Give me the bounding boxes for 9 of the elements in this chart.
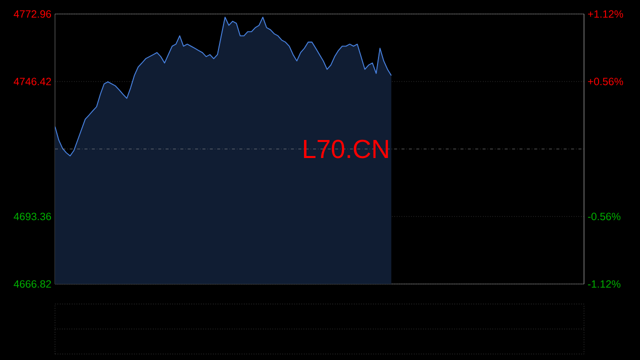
y-tick-label: 4772.96 <box>14 10 52 18</box>
y2-tick-label: -0.56% <box>588 212 620 220</box>
y2-tick-label: +0.56% <box>588 78 624 86</box>
y-tick-label: 4693.36 <box>14 212 52 220</box>
y-tick-label: 4666.82 <box>14 280 51 288</box>
y-tick-label: 4746.42 <box>14 78 51 86</box>
annotation: L70.CN <box>304 140 388 158</box>
y2-tick-label: +1.12% <box>588 10 624 18</box>
y2-tick-label: -1.12% <box>588 280 620 288</box>
